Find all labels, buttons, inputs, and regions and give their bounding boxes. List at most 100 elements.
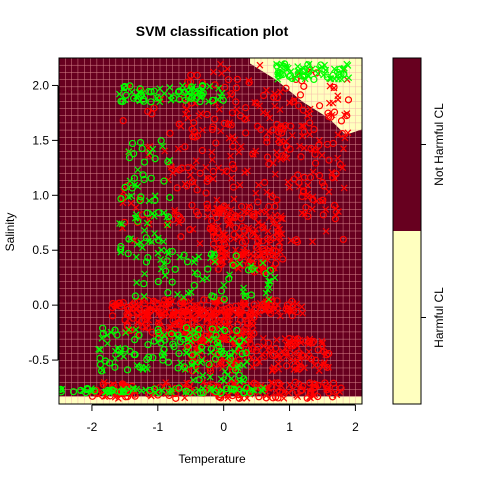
point-cross [168, 388, 175, 396]
point-cross [299, 309, 307, 317]
point-cross [198, 356, 206, 364]
point-cross [207, 384, 215, 392]
point-circle [151, 155, 159, 163]
point-circle [297, 363, 305, 371]
point-cross [176, 253, 184, 261]
point-cross [271, 102, 279, 110]
point-circle [183, 258, 192, 266]
point-cross [220, 377, 228, 385]
point-circle [281, 348, 290, 357]
point-circle [91, 387, 99, 395]
point-circle [329, 71, 337, 79]
point-circle [219, 96, 227, 104]
point-circle [121, 183, 129, 191]
point-circle [344, 96, 353, 104]
point-circle [311, 159, 320, 167]
point-cross [230, 235, 238, 243]
point-circle [330, 201, 339, 210]
point-circle [175, 166, 183, 174]
point-cross [197, 110, 205, 117]
point-cross [129, 384, 137, 392]
point-circle [144, 341, 152, 349]
point-cross [157, 256, 165, 264]
point-circle [142, 258, 151, 266]
point-circle [209, 167, 217, 176]
point-circle [134, 217, 142, 225]
point-cross [132, 253, 140, 261]
point-cross [167, 96, 175, 104]
point-cross [182, 110, 189, 118]
point-circle [292, 75, 300, 84]
point-cross [206, 82, 213, 90]
point-cross [275, 365, 283, 373]
point-cross [276, 88, 284, 96]
point-circle [263, 153, 272, 161]
point-cross [286, 99, 293, 107]
point-cross [159, 142, 166, 150]
point-circle [249, 150, 257, 158]
point-circle [177, 233, 185, 241]
point-circle [252, 304, 260, 312]
point-cross [332, 212, 340, 219]
point-circle [166, 193, 174, 202]
point-cross [232, 246, 239, 254]
point-cross [174, 333, 182, 341]
point-circle [128, 139, 137, 148]
point-circle [217, 389, 225, 397]
point-circle [210, 232, 218, 240]
point-cross [245, 203, 253, 210]
point-circle [220, 350, 228, 358]
point-cross [205, 98, 213, 105]
point-circle [287, 122, 295, 130]
point-cross [300, 122, 307, 130]
point-cross [176, 315, 184, 323]
point-circle [194, 325, 203, 333]
point-circle [123, 366, 132, 374]
point-cross [218, 244, 226, 252]
point-cross [218, 89, 226, 97]
point-circle [275, 138, 284, 147]
plot-border [58, 57, 363, 405]
point-cross [199, 126, 207, 134]
point-cross [179, 82, 186, 90]
point-circle [226, 303, 234, 311]
point-circle [331, 384, 339, 392]
x-tick-label: -1 [152, 420, 163, 434]
point-circle [168, 278, 176, 286]
point-cross [295, 67, 303, 75]
point-circle [253, 122, 262, 130]
point-circle [242, 349, 250, 357]
point-cross [271, 211, 279, 219]
point-circle [244, 266, 253, 274]
point-cross [341, 111, 349, 119]
point-cross [191, 359, 199, 367]
point-circle [225, 307, 233, 316]
point-circle [283, 362, 291, 370]
point-circle [172, 394, 180, 402]
point-circle [140, 175, 148, 184]
point-circle [208, 217, 216, 225]
point-circle [198, 82, 206, 91]
point-cross [306, 387, 314, 395]
point-cross [199, 372, 207, 379]
y-tick-label: 1.0 [32, 188, 49, 202]
point-circle [321, 379, 329, 387]
point-cross [282, 146, 290, 154]
point-circle [323, 351, 331, 359]
point-cross [245, 224, 253, 232]
point-cross [247, 262, 255, 270]
point-cross [224, 65, 231, 73]
point-cross [286, 183, 293, 191]
point-cross [241, 208, 248, 216]
point-cross [318, 151, 326, 159]
point-circle [319, 211, 327, 219]
point-circle [121, 82, 129, 91]
point-circle [325, 389, 333, 397]
point-circle [188, 93, 196, 101]
point-cross [125, 326, 133, 334]
point-circle [227, 121, 235, 129]
point-cross [249, 252, 257, 260]
y-tick-label: 0.0 [32, 298, 49, 312]
point-cross [256, 61, 264, 69]
data-points [59, 60, 353, 402]
